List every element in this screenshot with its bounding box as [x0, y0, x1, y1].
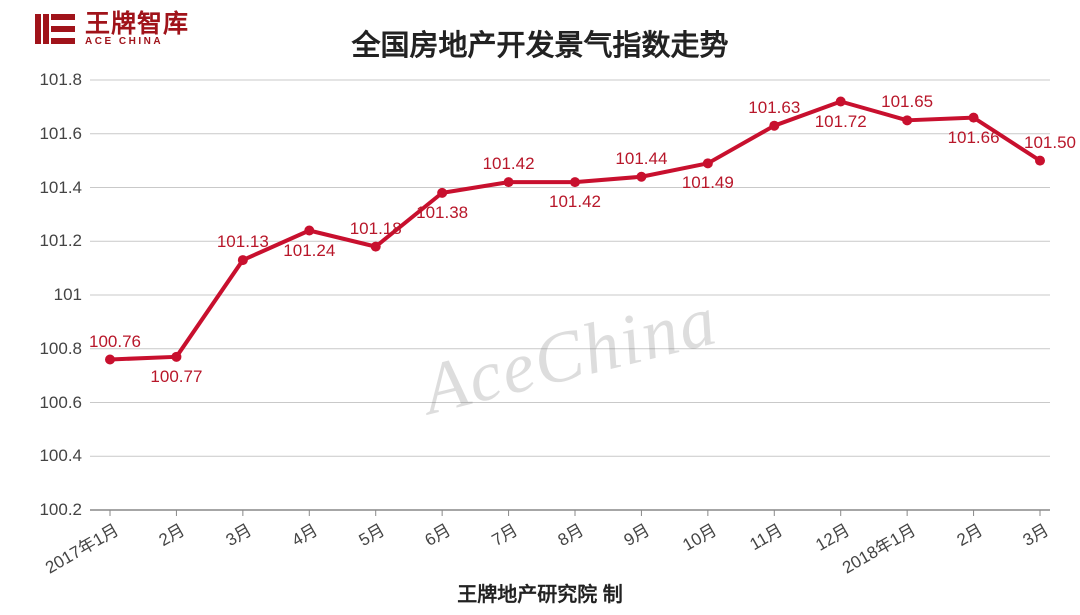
data-label: 101.66 — [948, 128, 1000, 148]
y-tick-label: 100.2 — [39, 500, 82, 520]
data-label: 101.50 — [1024, 133, 1076, 153]
y-tick-label: 101.8 — [39, 70, 82, 90]
data-label: 100.77 — [150, 367, 202, 387]
x-tick-label: 2月 — [153, 516, 188, 551]
y-tick-label: 101 — [54, 285, 82, 305]
chart-title: 全国房地产开发景气指数走势 — [0, 22, 1080, 64]
y-tick-label: 101.4 — [39, 178, 82, 198]
chart-svg — [90, 80, 1050, 510]
data-label: 100.76 — [89, 332, 141, 352]
y-tick-label: 100.4 — [39, 446, 82, 466]
x-tick-label: 10月 — [677, 516, 721, 556]
y-tick-label: 100.8 — [39, 339, 82, 359]
data-label: 101.63 — [748, 98, 800, 118]
x-tick-label: 2月 — [951, 516, 986, 551]
x-tick-label: 11月 — [744, 516, 787, 555]
data-label: 101.24 — [283, 241, 335, 261]
x-tick-label: 6月 — [419, 516, 454, 551]
chart-container: 王牌智库 ACE CHINA 全国房地产开发景气指数走势 AceChina 10… — [0, 0, 1080, 615]
x-tick-label: 2018年1月 — [837, 516, 920, 578]
data-label: 101.42 — [483, 154, 535, 174]
data-label: 101.49 — [682, 173, 734, 193]
x-tick-label: 2017年1月 — [40, 516, 123, 578]
y-tick-label: 101.6 — [39, 124, 82, 144]
plot-area: AceChina 100.2100.4100.6100.8101101.2101… — [90, 80, 1050, 510]
x-tick-label: 4月 — [286, 516, 321, 551]
x-tick-label: 3月 — [220, 516, 255, 551]
x-tick-label: 7月 — [486, 516, 521, 551]
data-label: 101.38 — [416, 203, 468, 223]
data-label: 101.42 — [549, 192, 601, 212]
x-tick-label: 8月 — [552, 516, 587, 551]
x-tick-label: 5月 — [353, 516, 388, 551]
y-tick-label: 100.6 — [39, 393, 82, 413]
data-label: 101.72 — [815, 112, 867, 132]
data-label: 101.44 — [615, 149, 667, 169]
data-label: 101.65 — [881, 92, 933, 112]
chart-footer: 王牌地产研究院 制 — [0, 578, 1080, 607]
x-tick-label: 9月 — [618, 516, 653, 551]
x-tick-label: 3月 — [1017, 516, 1052, 551]
y-tick-label: 101.2 — [39, 231, 82, 251]
data-label: 101.13 — [217, 232, 269, 252]
data-label: 101.18 — [350, 219, 402, 239]
